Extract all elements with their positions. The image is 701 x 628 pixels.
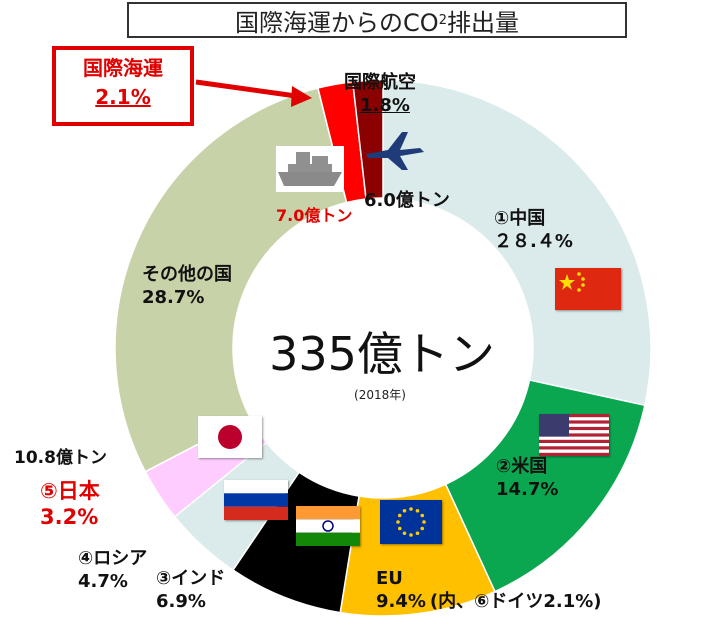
label-usa: ②米国 14.7% [496, 456, 559, 500]
usa-flag-icon [539, 414, 609, 456]
eu-flag-icon [380, 500, 442, 544]
russia-flag-icon [224, 480, 288, 520]
japan-flag-icon [198, 416, 262, 458]
label-shipping-amount: 7.0億トン [276, 206, 353, 225]
airplane-icon [366, 132, 424, 170]
india-flag-icon [296, 506, 360, 546]
china-flag-icon [555, 268, 621, 310]
label-eu: EU 9.4% (内、⑥ドイツ2.1%) [376, 568, 602, 612]
slice-8 [351, 79, 384, 200]
label-china: ①中国 ２８.４% [494, 208, 573, 252]
label-india: ③インド 6.9% [156, 568, 226, 612]
ship-icon [276, 146, 344, 192]
total-emissions: 335億トン [269, 327, 495, 381]
label-others: その他の国 28.7% [142, 264, 232, 308]
label-aviation: 国際航空 1.8% [344, 72, 416, 116]
callout-arrow [195, 79, 297, 99]
label-aviation-amount: 6.0億トン [364, 190, 450, 211]
label-russia: ④ロシア 4.7% [78, 548, 148, 592]
callout-arrowhead [291, 86, 312, 107]
shipping-callout: 国際海運 2.1% [52, 46, 194, 126]
label-japan-amount: 10.8億トン [14, 448, 107, 468]
slice-0 [382, 79, 652, 407]
chart-title: 国際海運からのCO 2 排出量 [127, 2, 627, 38]
year-label: (2018年) [354, 388, 406, 402]
label-japan: ⑤日本 3.2% [40, 479, 100, 530]
